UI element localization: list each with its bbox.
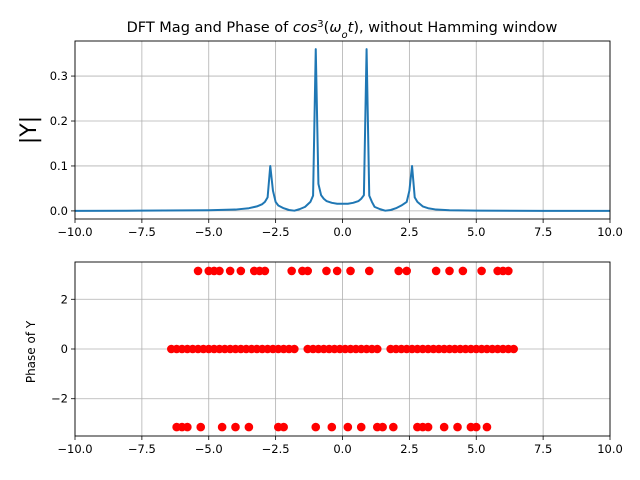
phase-point bbox=[423, 422, 433, 432]
phase-point bbox=[356, 422, 366, 432]
phase-point bbox=[231, 422, 240, 432]
x-tick-label: −10.0 bbox=[57, 225, 92, 239]
phase-point bbox=[236, 266, 246, 276]
magnitude-axes: −10.0 −7.5 −5.0 −2.5 0.0 2.5 5.0 7.5 10.0 0.0 0.1 0… bbox=[17, 40, 623, 239]
title-math-paren-close: ) bbox=[353, 20, 359, 36]
x-tick-label: −2.5 bbox=[262, 442, 290, 456]
phase-axes: −10.0 −7.5 −5.0 −2.5 0.0 2.5 5.0 7.5 10.0 −2 0 2 Ph… bbox=[24, 261, 623, 456]
magnitude-series-line bbox=[74, 48, 610, 212]
phase-point bbox=[279, 422, 288, 432]
x-tick-label: 0.0 bbox=[333, 225, 351, 239]
phase-ylabel: Phase of Y bbox=[24, 320, 38, 383]
title-math-base: cos bbox=[293, 20, 318, 36]
x-tick-label: −2.5 bbox=[262, 225, 290, 239]
title-math-paren-open: ( bbox=[324, 20, 330, 36]
phase-point bbox=[327, 422, 337, 432]
title-suffix: , without Hamming window bbox=[359, 20, 558, 36]
phase-point bbox=[439, 422, 449, 432]
x-tick-label: −10.0 bbox=[57, 442, 92, 456]
magnitude-plot-area bbox=[74, 48, 610, 212]
x-tick-label: −5.0 bbox=[195, 225, 223, 239]
phase-point bbox=[394, 266, 403, 276]
phase-point bbox=[287, 266, 296, 276]
x-tick-label: −7.5 bbox=[128, 442, 156, 456]
phase-point bbox=[364, 266, 374, 276]
phase-plot-area bbox=[167, 266, 518, 432]
magnitude-ticks: −10.0 −7.5 −5.0 −2.5 0.0 2.5 5.0 7.5 10.0 0.0 0.1 0… bbox=[50, 69, 623, 239]
phase-point bbox=[193, 266, 203, 276]
x-tick-label: −5.0 bbox=[195, 442, 223, 456]
x-tick-label: 7.5 bbox=[534, 225, 552, 239]
phase-point bbox=[260, 266, 270, 276]
phase-point bbox=[445, 266, 454, 276]
title-math-t: t bbox=[348, 20, 355, 36]
x-tick-label: 10.0 bbox=[597, 225, 623, 239]
phase-point bbox=[343, 422, 353, 432]
phase-point bbox=[303, 266, 313, 276]
phase-point bbox=[290, 344, 299, 354]
phase-point bbox=[431, 266, 441, 276]
y-tick-label: 0 bbox=[61, 342, 68, 356]
phase-point bbox=[196, 422, 206, 432]
y-tick-label: −2 bbox=[51, 392, 68, 406]
title-math-sup: 3 bbox=[317, 19, 323, 30]
phase-point bbox=[389, 422, 398, 432]
phase-point bbox=[215, 266, 224, 276]
y-tick-label: 2 bbox=[61, 292, 68, 306]
x-tick-label: 5.0 bbox=[467, 442, 485, 456]
phase-point bbox=[482, 422, 492, 432]
phase-point bbox=[225, 266, 235, 276]
x-tick-label: 2.5 bbox=[400, 225, 418, 239]
y-tick-label: 0.3 bbox=[50, 69, 68, 83]
phase-point bbox=[453, 422, 462, 432]
phase-point bbox=[477, 266, 486, 276]
phase-point bbox=[402, 266, 412, 276]
phase-point bbox=[183, 422, 192, 432]
magnitude-ylabel: |Y| bbox=[17, 116, 42, 144]
phase-point bbox=[471, 422, 481, 432]
x-tick-label: −7.5 bbox=[128, 225, 156, 239]
title-plain: DFT Mag and Phase of bbox=[127, 20, 293, 36]
title-math-omega: ω bbox=[329, 20, 341, 36]
title-math-sub: o bbox=[342, 30, 348, 41]
phase-point bbox=[322, 266, 331, 276]
y-tick-label: 0.2 bbox=[50, 114, 68, 128]
x-tick-label: 10.0 bbox=[597, 442, 623, 456]
phase-point bbox=[244, 422, 254, 432]
phase-point bbox=[332, 266, 342, 276]
phase-point bbox=[458, 266, 468, 276]
phase-point bbox=[509, 344, 518, 354]
phase-point bbox=[504, 266, 513, 276]
y-tick-label: 0.0 bbox=[50, 204, 68, 218]
phase-point bbox=[217, 422, 227, 432]
phase-ticks: −10.0 −7.5 −5.0 −2.5 0.0 2.5 5.0 7.5 10.0 −2 0 2 bbox=[51, 292, 623, 456]
x-tick-label: 7.5 bbox=[534, 442, 552, 456]
x-tick-label: 5.0 bbox=[467, 225, 485, 239]
x-tick-label: 2.5 bbox=[400, 442, 418, 456]
phase-point bbox=[378, 422, 387, 432]
phase-point bbox=[311, 422, 321, 432]
chart-title: DFT Mag and Phase of cos3(ωot), without … bbox=[127, 19, 558, 41]
phase-point bbox=[346, 266, 355, 276]
x-tick-label: 0.0 bbox=[333, 442, 351, 456]
phase-point bbox=[372, 344, 382, 354]
y-tick-label: 0.1 bbox=[50, 159, 68, 173]
